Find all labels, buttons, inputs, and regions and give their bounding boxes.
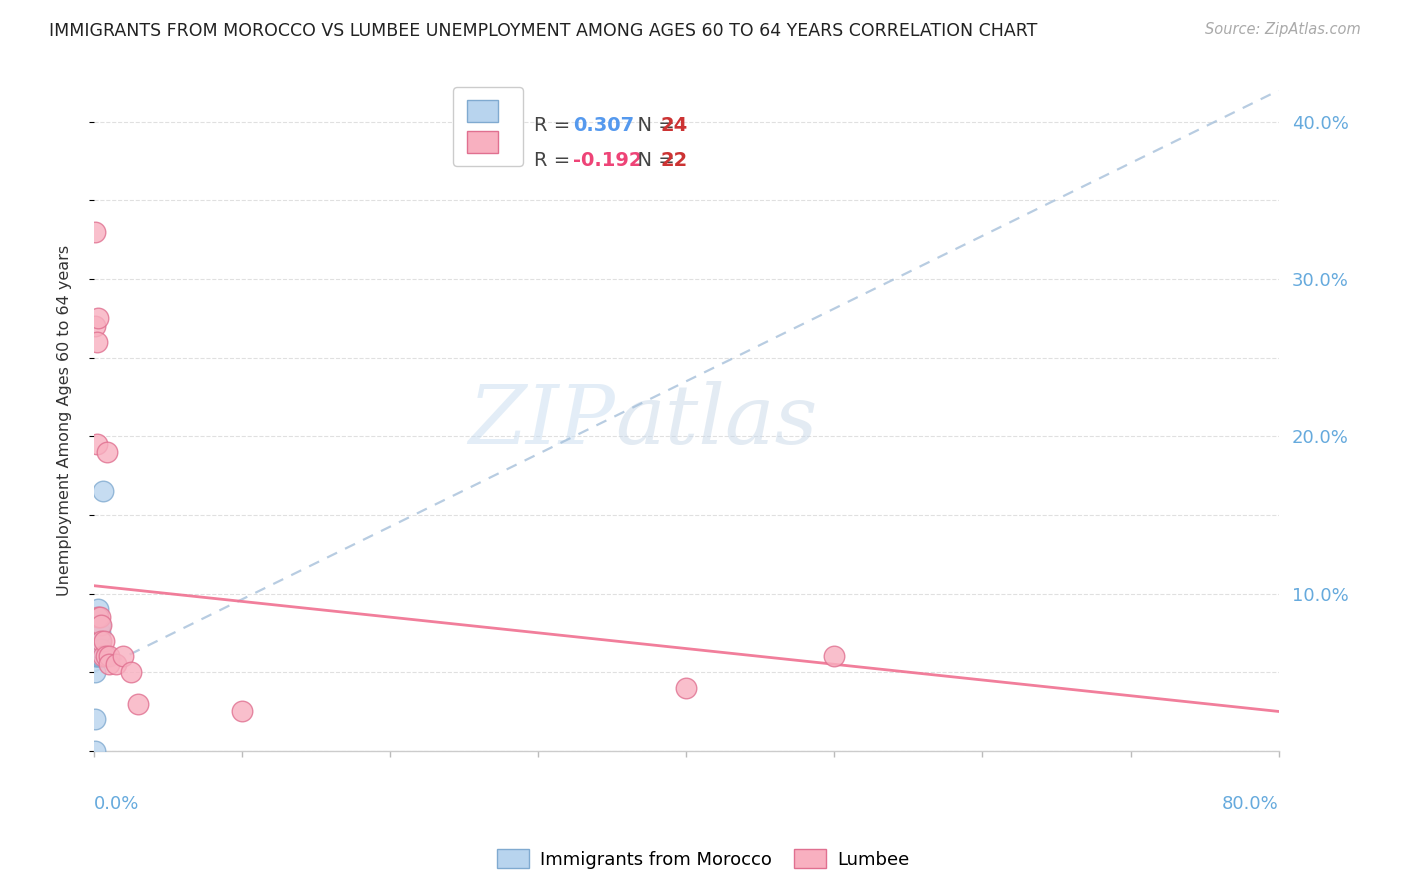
Point	[86, 610, 108, 624]
Point	[89, 618, 111, 632]
Text: R =: R =	[533, 151, 576, 169]
Point	[84, 649, 107, 664]
Point	[89, 649, 111, 664]
Point	[90, 641, 112, 656]
Text: ZIP: ZIP	[468, 381, 616, 460]
Legend: Immigrants from Morocco, Lumbee: Immigrants from Morocco, Lumbee	[489, 841, 917, 876]
Text: 0.307: 0.307	[572, 116, 634, 135]
Point	[87, 311, 110, 326]
Point	[231, 705, 253, 719]
Text: N =: N =	[624, 151, 681, 169]
Point	[89, 610, 111, 624]
Point	[86, 437, 108, 451]
Legend: , : ,	[453, 87, 523, 166]
Point	[84, 744, 107, 758]
Point	[87, 602, 110, 616]
Point	[86, 334, 108, 349]
Text: N =: N =	[624, 116, 681, 135]
Point	[87, 618, 110, 632]
Point	[89, 633, 111, 648]
Text: Source: ZipAtlas.com: Source: ZipAtlas.com	[1205, 22, 1361, 37]
Point	[89, 641, 111, 656]
Text: 22: 22	[659, 151, 688, 169]
Point	[93, 633, 115, 648]
Point	[96, 445, 118, 459]
Point	[90, 618, 112, 632]
Point	[84, 225, 107, 239]
Point	[86, 625, 108, 640]
Point	[91, 484, 114, 499]
Point	[87, 641, 110, 656]
Y-axis label: Unemployment Among Ages 60 to 64 years: Unemployment Among Ages 60 to 64 years	[58, 245, 72, 596]
Point	[86, 633, 108, 648]
Point	[120, 665, 142, 680]
Point	[87, 649, 110, 664]
Point	[127, 697, 149, 711]
Text: atlas: atlas	[616, 381, 817, 460]
Point	[84, 712, 107, 726]
Point	[84, 641, 107, 656]
Point	[87, 625, 110, 640]
Point	[90, 649, 112, 664]
Point	[823, 649, 845, 664]
Text: 24: 24	[659, 116, 688, 135]
Text: 80.0%: 80.0%	[1222, 795, 1278, 813]
Text: R =: R =	[533, 116, 576, 135]
Point	[91, 649, 114, 664]
Point	[97, 657, 120, 672]
Point	[90, 633, 112, 648]
Point	[94, 649, 117, 664]
Point	[84, 319, 107, 334]
Point	[86, 649, 108, 664]
Text: -0.192: -0.192	[572, 151, 643, 169]
Point	[87, 610, 110, 624]
Point	[97, 649, 120, 664]
Point	[89, 625, 111, 640]
Point	[87, 633, 110, 648]
Point	[104, 657, 127, 672]
Text: 0.0%: 0.0%	[94, 795, 139, 813]
Point	[84, 665, 107, 680]
Text: IMMIGRANTS FROM MOROCCO VS LUMBEE UNEMPLOYMENT AMONG AGES 60 TO 64 YEARS CORRELA: IMMIGRANTS FROM MOROCCO VS LUMBEE UNEMPL…	[49, 22, 1038, 40]
Point	[86, 618, 108, 632]
Point	[112, 649, 135, 664]
Point	[675, 681, 697, 695]
